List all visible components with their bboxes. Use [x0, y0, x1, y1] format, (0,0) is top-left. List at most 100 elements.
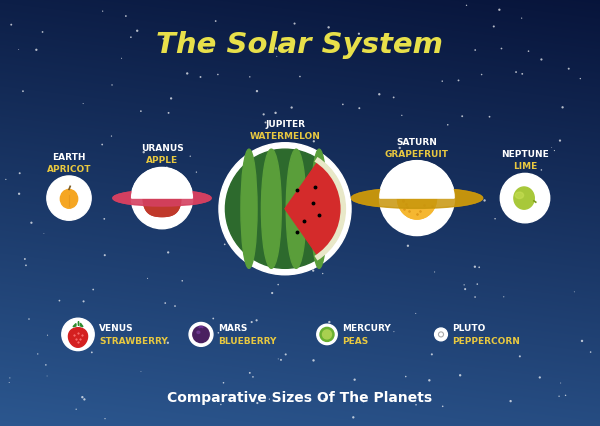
Circle shape — [62, 318, 94, 351]
Point — [564, 65, 574, 72]
Ellipse shape — [514, 187, 534, 209]
Point — [164, 109, 173, 116]
Point — [517, 70, 527, 77]
Point — [98, 8, 107, 14]
Point — [477, 71, 487, 78]
Point — [80, 396, 89, 403]
Point — [178, 277, 187, 284]
Point — [411, 401, 421, 408]
Point — [272, 53, 281, 60]
Point — [438, 403, 448, 410]
Point — [100, 415, 110, 422]
Point — [38, 29, 47, 35]
Point — [71, 406, 81, 413]
Point — [392, 207, 402, 214]
Text: The Solar System: The Solar System — [157, 31, 443, 59]
Ellipse shape — [152, 188, 157, 197]
Point — [252, 317, 262, 324]
Point — [43, 332, 52, 339]
Text: MERCURY: MERCURY — [342, 324, 391, 333]
Polygon shape — [73, 323, 76, 327]
Point — [265, 396, 274, 403]
Point — [290, 20, 299, 27]
Point — [524, 48, 533, 55]
Ellipse shape — [352, 188, 482, 208]
Point — [499, 294, 509, 300]
Point — [411, 310, 421, 317]
Point — [359, 398, 368, 405]
Ellipse shape — [398, 177, 436, 219]
Text: URANUS: URANUS — [140, 144, 184, 153]
Point — [472, 281, 482, 288]
Point — [133, 27, 142, 34]
Wedge shape — [285, 161, 343, 256]
Circle shape — [439, 332, 443, 337]
Text: APPLE: APPLE — [146, 156, 178, 165]
Point — [20, 256, 29, 262]
Point — [561, 392, 571, 399]
Point — [419, 204, 428, 211]
Point — [77, 394, 87, 400]
Point — [4, 379, 14, 386]
Point — [247, 319, 256, 325]
Point — [219, 380, 229, 386]
Point — [276, 357, 286, 363]
Point — [5, 374, 14, 381]
Point — [325, 319, 334, 325]
Point — [547, 144, 557, 151]
Ellipse shape — [311, 149, 327, 268]
Ellipse shape — [113, 190, 211, 206]
Circle shape — [131, 167, 193, 229]
Point — [318, 270, 328, 277]
Point — [577, 337, 587, 344]
Point — [252, 88, 262, 95]
Point — [267, 259, 277, 265]
Circle shape — [323, 330, 331, 339]
Point — [14, 190, 24, 197]
Point — [87, 349, 97, 356]
Text: BLUEBERRY: BLUEBERRY — [218, 337, 277, 346]
Point — [55, 297, 64, 304]
Point — [281, 351, 290, 358]
Polygon shape — [413, 167, 427, 181]
Point — [139, 149, 149, 155]
Point — [250, 155, 259, 162]
Point — [427, 351, 437, 358]
Point — [485, 113, 494, 120]
Point — [536, 167, 546, 173]
Text: NEPTUNE: NEPTUNE — [501, 150, 549, 159]
Point — [245, 73, 254, 80]
Point — [455, 372, 465, 379]
Point — [349, 414, 358, 421]
Circle shape — [380, 161, 454, 236]
Point — [191, 169, 201, 176]
Point — [26, 219, 36, 226]
Point — [107, 81, 117, 88]
Point — [42, 373, 52, 380]
Point — [121, 13, 131, 20]
Text: SATURN: SATURN — [397, 138, 437, 147]
Point — [470, 294, 480, 300]
Point — [33, 351, 43, 357]
Ellipse shape — [152, 188, 157, 197]
Point — [389, 94, 398, 101]
Point — [196, 74, 205, 81]
Point — [81, 184, 91, 191]
Point — [107, 132, 116, 139]
Point — [425, 225, 434, 232]
Point — [88, 286, 98, 293]
Point — [374, 91, 384, 98]
Point — [158, 35, 168, 42]
Point — [310, 199, 319, 206]
Point — [143, 275, 152, 282]
Point — [126, 34, 136, 40]
Text: JUPITER: JUPITER — [265, 120, 305, 129]
Point — [211, 17, 220, 24]
Point — [271, 45, 281, 52]
Point — [15, 170, 25, 177]
Point — [397, 112, 407, 119]
Polygon shape — [163, 174, 172, 183]
Point — [136, 368, 146, 375]
Circle shape — [434, 328, 448, 341]
Polygon shape — [143, 182, 181, 216]
